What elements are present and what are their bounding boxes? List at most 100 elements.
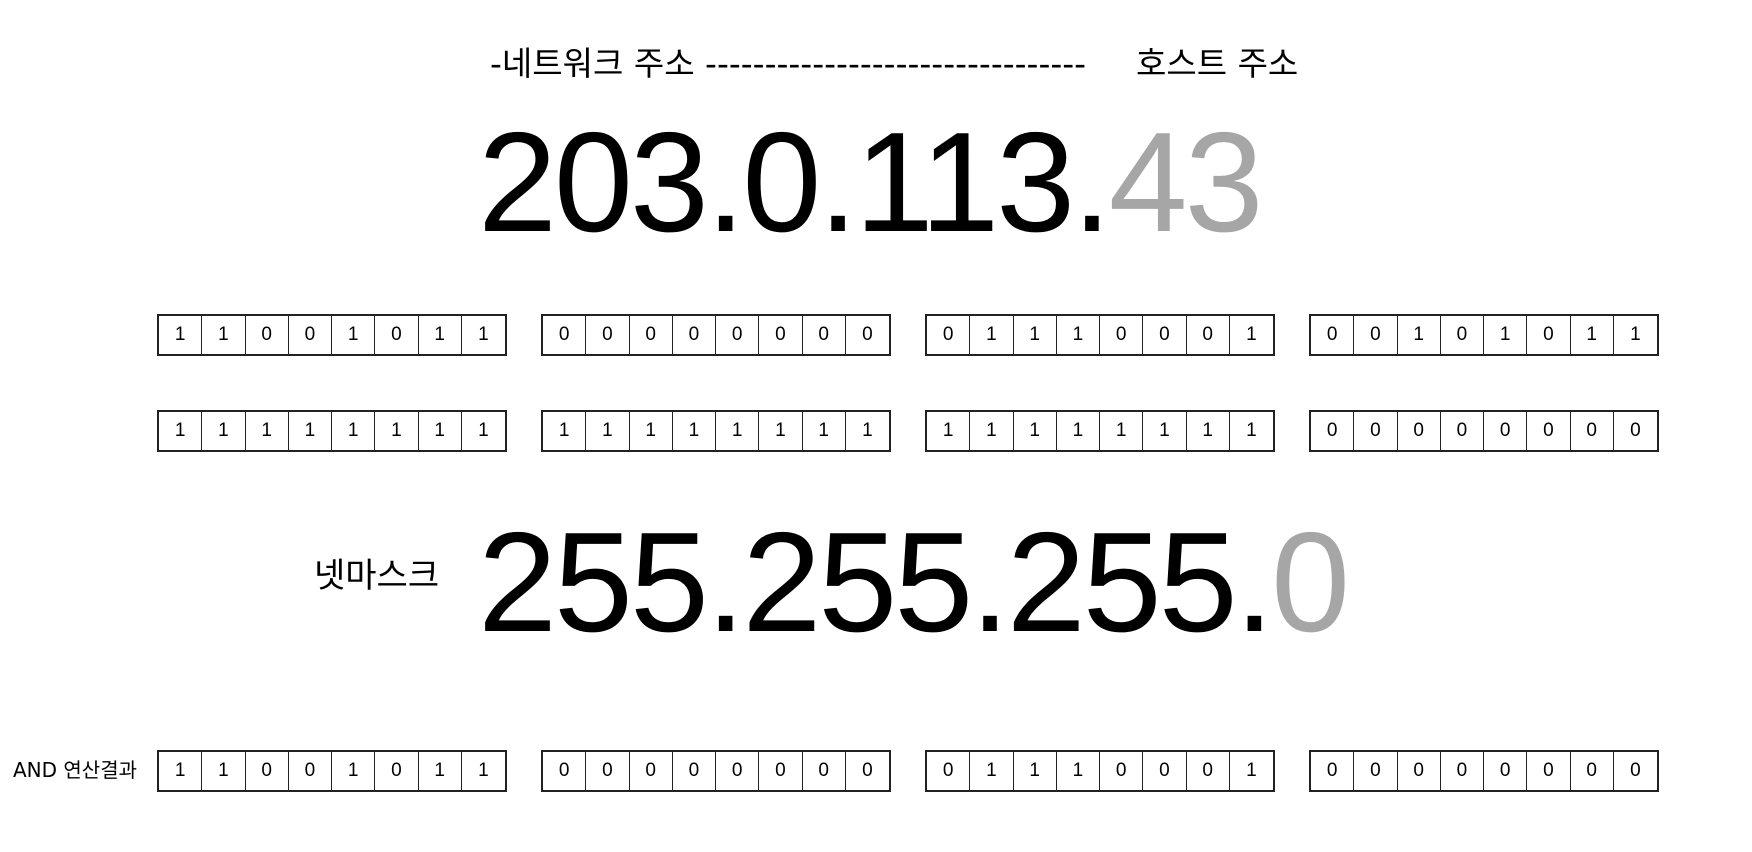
bit-cell: 0 <box>1100 752 1144 790</box>
bit-cell: 1 <box>970 412 1014 450</box>
bit-cell: 1 <box>478 420 489 441</box>
bit-cell: 1 <box>419 752 462 790</box>
bit-cell: 1 <box>1246 420 1257 441</box>
bit-cell: 1 <box>803 412 846 450</box>
bit-cell: 0 <box>543 752 587 790</box>
bit-cell: 0 <box>1311 316 1355 354</box>
bit-cell: 0 <box>1354 412 1398 450</box>
bit-cell: 1 <box>202 412 246 450</box>
ip-address: 203.0.113.43 <box>478 112 1264 254</box>
bit-cell: 1 <box>375 412 419 450</box>
bit-cell: 0 <box>673 752 716 790</box>
bit-cell: 0 <box>289 316 332 354</box>
bit-cell: 1 <box>202 316 246 354</box>
bit-cell: 0 <box>1143 752 1187 790</box>
bit-cell: 0 <box>630 752 673 790</box>
bit-cell: 0 <box>375 316 419 354</box>
bit-cell: 0 <box>586 752 630 790</box>
bit-cell: 0 <box>1527 316 1571 354</box>
bit-cell: 1 <box>1057 752 1100 790</box>
bit-cell: 1 <box>970 316 1014 354</box>
bit-cell: 0 <box>375 752 419 790</box>
bit-cell: 0 <box>1187 752 1230 790</box>
bit-cell: 0 <box>246 752 289 790</box>
bit-cell: 0 <box>630 316 673 354</box>
bit-cell: 0 <box>1187 316 1230 354</box>
bit-cell: 0 <box>1398 752 1441 790</box>
bit-cell: 0 <box>1630 420 1641 441</box>
bit-cell: 1 <box>1057 316 1100 354</box>
bit-cell: 0 <box>1441 316 1484 354</box>
network-address-label: -네트워크 주소 -------------------------------… <box>490 44 1087 83</box>
bit-cell: 1 <box>1100 412 1144 450</box>
bit-cell: 1 <box>1484 316 1528 354</box>
bit-cell: 0 <box>1143 316 1187 354</box>
bit-cell: 0 <box>716 752 760 790</box>
bit-cell: 0 <box>586 316 630 354</box>
bit-cell: 1 <box>927 412 971 450</box>
bit-cell: 1 <box>289 412 332 450</box>
netmask-label: 넷마스크 <box>314 556 440 596</box>
bit-cell: 0 <box>1527 752 1571 790</box>
bit-cell: 1 <box>1014 752 1057 790</box>
bit-cell: 0 <box>716 316 760 354</box>
ip-host-part: 43 <box>1108 103 1264 262</box>
bit-cell: 1 <box>478 760 489 781</box>
bit-cell: 1 <box>1571 316 1614 354</box>
bit-cell: 0 <box>1527 412 1571 450</box>
bit-cell: 0 <box>1441 752 1484 790</box>
bit-cell: 0 <box>1484 752 1528 790</box>
bit-cell: 1 <box>1187 412 1230 450</box>
bit-cell: 0 <box>759 316 803 354</box>
bit-cell: 0 <box>1354 752 1398 790</box>
bit-cell: 1 <box>630 412 673 450</box>
bit-cell: 1 <box>419 316 462 354</box>
bit-cell: 1 <box>1014 412 1057 450</box>
bit-cell: 0 <box>1484 412 1528 450</box>
netmask-host-part: 0 <box>1271 503 1350 662</box>
bit-cell: 1 <box>1057 412 1100 450</box>
bit-cell: 0 <box>1571 412 1614 450</box>
bit-cell: 0 <box>543 316 587 354</box>
bit-cell: 1 <box>1398 316 1441 354</box>
bit-cell: 1 <box>673 412 716 450</box>
bit-cell: 0 <box>1100 316 1144 354</box>
bit-cell: 1 <box>543 412 587 450</box>
ip-network-part: 203.0.113. <box>478 103 1112 262</box>
bit-cell: 0 <box>862 324 873 345</box>
bit-cell: 1 <box>1246 324 1257 345</box>
bit-cell: 1 <box>586 412 630 450</box>
bit-cell: 1 <box>1143 412 1187 450</box>
bit-cell: 0 <box>289 752 332 790</box>
bit-cell: 1 <box>862 420 873 441</box>
bit-cell: 0 <box>1571 752 1614 790</box>
host-address-label: 호스트 주소 <box>1136 44 1299 83</box>
bit-cell: 0 <box>759 752 803 790</box>
bit-cell: 0 <box>927 316 971 354</box>
bit-cell: 0 <box>1354 316 1398 354</box>
bit-cell: 0 <box>1311 412 1355 450</box>
bit-cell: 1 <box>332 316 376 354</box>
bit-cell: 1 <box>159 752 203 790</box>
bit-cell: 0 <box>862 760 873 781</box>
bit-cell: 0 <box>1311 752 1355 790</box>
bit-cell: 1 <box>332 412 376 450</box>
bit-cell: 1 <box>478 324 489 345</box>
bit-cell: 1 <box>1246 760 1257 781</box>
netmask-network-part: 255.255.255. <box>478 503 1274 662</box>
bit-cell: 1 <box>970 752 1014 790</box>
bit-cell: 0 <box>1398 412 1441 450</box>
bit-cell: 1 <box>419 412 462 450</box>
bit-cell: 1 <box>159 316 203 354</box>
bit-cell: 1 <box>246 412 289 450</box>
